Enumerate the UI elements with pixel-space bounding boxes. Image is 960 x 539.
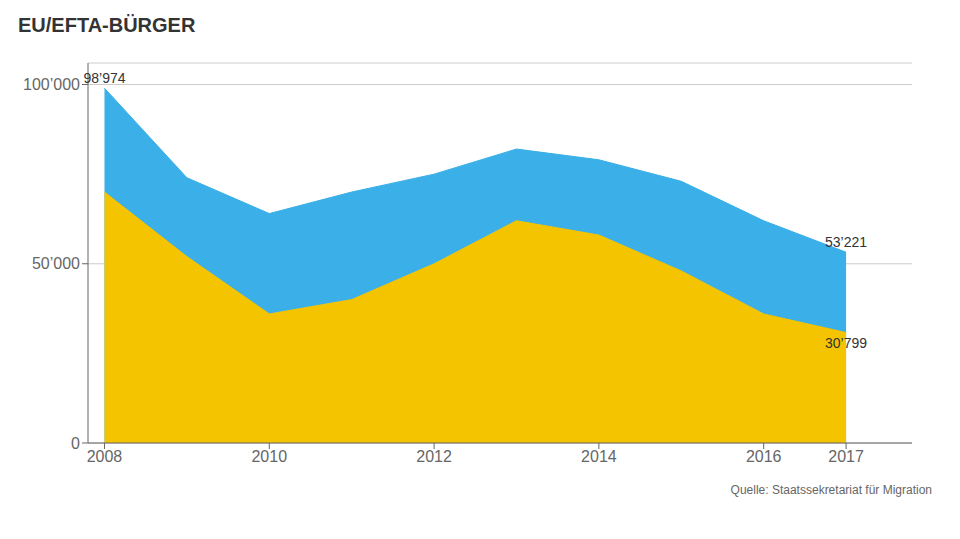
svg-text:2016: 2016 xyxy=(746,448,782,465)
svg-text:2017: 2017 xyxy=(828,448,864,465)
svg-text:30’799: 30’799 xyxy=(825,335,867,351)
svg-text:2014: 2014 xyxy=(581,448,617,465)
svg-text:2010: 2010 xyxy=(251,448,287,465)
svg-text:2012: 2012 xyxy=(416,448,452,465)
svg-text:0: 0 xyxy=(71,435,80,452)
html-text:EU/EFTA-BÜRGER: EU/EFTA-BÜRGER xyxy=(18,14,196,36)
svg-text:98’974: 98’974 xyxy=(83,70,125,86)
html-text:Quelle: Staatssekretariat für: Quelle: Staatssekretariat für Migration xyxy=(730,483,932,497)
svg-text:53’221: 53’221 xyxy=(825,234,867,250)
svg-text:2008: 2008 xyxy=(87,448,123,465)
svg-text:50’000: 50’000 xyxy=(32,255,80,272)
svg-text:100’000: 100’000 xyxy=(23,76,80,93)
